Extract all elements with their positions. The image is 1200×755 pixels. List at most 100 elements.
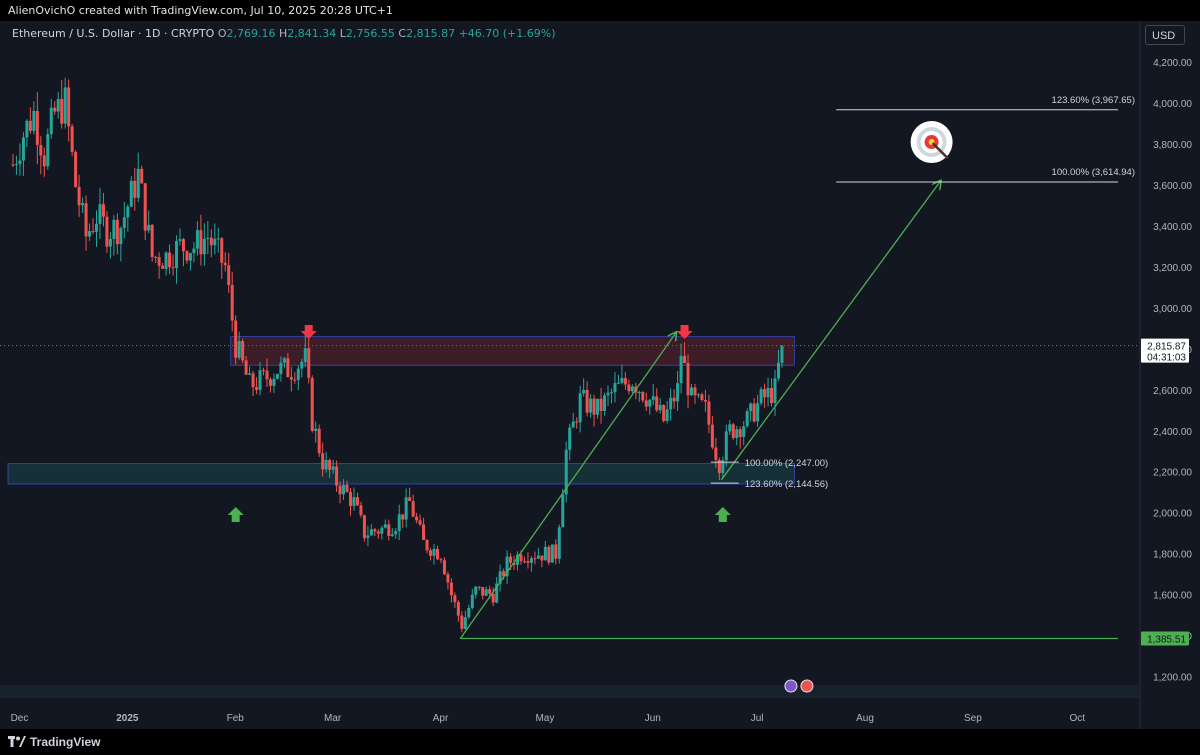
y-tick-label: 4,000.00 [1153,99,1192,110]
candle-body [721,460,725,473]
candle-body [683,355,687,363]
x-tick-label: May [535,713,554,724]
candle-body [342,484,346,495]
candle-body [616,382,620,384]
events-strip [0,685,1140,697]
candle-body [349,491,353,506]
x-tick-label: Sep [964,713,982,724]
candle-body [491,593,495,603]
candle-body [498,571,502,584]
candle-body [686,362,690,396]
candle-body [268,379,272,386]
currency-button[interactable]: USD [1145,25,1185,45]
candle-body [676,383,680,402]
candle-body [592,398,596,415]
candle-body [150,224,154,257]
candle-body [623,378,627,385]
candle-body [331,466,335,470]
candle-body [446,574,450,583]
candle-body [529,558,533,563]
candle-body [199,230,203,255]
candle-body [568,427,572,450]
candle-body [53,107,57,112]
candle-body [168,252,172,268]
candle-body [481,587,485,596]
us-flag-icon [800,679,814,693]
change-value: +46.70 (+1.69%) [458,27,556,40]
candle-body [352,497,356,506]
candle-body [213,238,217,246]
candle-body [321,453,325,470]
chart-area[interactable]: 4,200.00 4,000.00 3,800.00 3,600.00 3,400.00… [0,21,1200,729]
candle-body [376,531,380,534]
candle-body [35,110,39,145]
candle-body [147,224,151,231]
x-tick-label: Jun [645,713,661,724]
candle-body [641,392,645,401]
candle-body [178,239,182,242]
candle-body [63,87,67,124]
up-arrow-icon [227,507,244,522]
candle-body [251,373,255,388]
y-tick-label: 3,600.00 [1153,181,1192,192]
candle-body [314,428,318,431]
tradingview-wordmark: TradingView [30,735,101,749]
candle-body [115,219,119,245]
candle-body [679,355,683,384]
candle-body [509,556,513,563]
x-tick-label: 2025 [116,713,139,724]
y-tick-label: 1,800.00 [1153,550,1192,561]
candle-body [84,203,88,237]
candle-body [724,431,728,461]
candle-body [429,550,433,556]
candle-body [143,183,147,231]
candle-body [550,544,554,563]
up-arrow-icon [714,507,731,522]
candle-body [220,238,224,263]
target-dart [931,142,949,159]
candle-body [571,421,575,428]
candle-body [265,370,269,380]
low-value: 2,756.55 [345,27,395,40]
candle-body [387,524,391,536]
y-tick-label: 2,000.00 [1153,509,1192,520]
tradingview-icon [8,736,26,747]
candle-body [300,361,304,369]
y-tick-label: 3,000.00 [1153,304,1192,315]
candle-body [108,238,112,247]
candle-body [335,466,339,486]
candle-body [355,497,359,506]
candle-body [731,424,735,439]
candle-body [662,405,666,421]
candle-body [46,133,50,167]
candle-body [435,548,439,560]
candle-body [293,379,297,381]
x-tick-label: Feb [227,713,245,724]
candle-body [756,403,760,422]
candle-body [202,238,206,255]
price-chart[interactable]: 4,200.00 4,000.00 3,800.00 3,600.00 3,400.00… [0,21,1200,729]
candle-body [432,548,436,556]
candle-body [752,403,756,422]
fib-level-label: 100.00% (2,247.00) [745,458,828,469]
candle-body [98,204,102,224]
candle-body [557,527,561,559]
candle-body [780,345,784,363]
candle-body [223,262,227,266]
candle-body [369,529,373,536]
candle-body [88,231,92,237]
candle-body [477,586,481,588]
candle-body [408,497,412,501]
candle-body [439,559,443,561]
high-label: H [279,27,288,40]
candle-body [74,151,78,187]
candle-body [710,424,714,448]
candle-body [18,160,22,165]
candle-body [324,460,328,470]
candle-body [456,602,460,616]
x-tick-label: Jul [751,713,764,724]
candle-body [234,320,238,358]
candle-body [536,555,540,559]
candle-body [359,505,363,516]
candle-body [230,285,234,321]
